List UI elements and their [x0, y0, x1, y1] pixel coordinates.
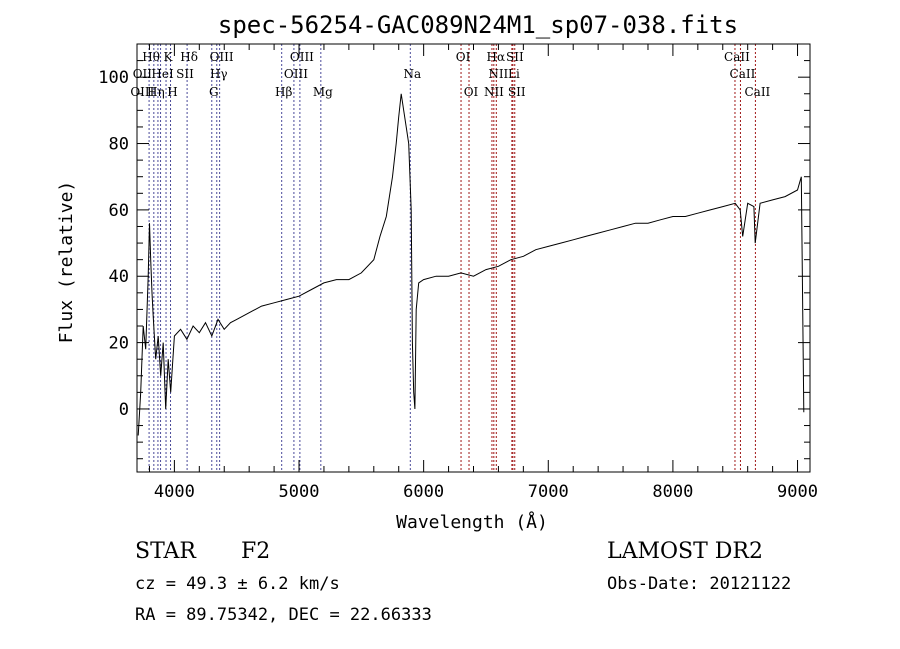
line-label-9: OII	[133, 67, 153, 81]
survey-name: LAMOST DR2	[607, 539, 763, 564]
line-label-3: OIII	[210, 50, 234, 64]
coordinates: RA = 89.75342, DEC = 22.66333	[135, 605, 432, 625]
line-label-19: Hη	[147, 85, 165, 99]
line-label-12: Hγ	[210, 67, 228, 81]
object-subclass: F2	[241, 539, 270, 564]
x-tick-label-5000: 5000	[279, 482, 320, 502]
x-tick-label-7000: 7000	[528, 482, 569, 502]
line-label-8: CaII	[724, 50, 750, 64]
line-label-15: NII	[488, 67, 508, 81]
x-axis: 4000 5000 6000 7000 8000 9000	[148, 44, 818, 502]
line-label-20: H	[167, 85, 177, 99]
y-tick-label-20: 20	[109, 334, 129, 354]
line-label-0: Hθ	[142, 50, 160, 64]
line-label-4: OIII	[290, 50, 314, 64]
object-class: STAR	[135, 539, 197, 564]
line-label-6: Hα	[487, 50, 506, 64]
spectral-line-markers	[148, 44, 756, 472]
spectrum-series-line	[137, 93, 805, 436]
line-label-11: SII	[176, 67, 194, 81]
line-label-17: CaII	[730, 67, 756, 81]
line-label-2: Hδ	[180, 50, 198, 64]
x-axis-label: Wavelength (Å)	[396, 511, 548, 533]
line-label-7: SII	[506, 50, 524, 64]
plot-frame	[136, 43, 811, 473]
line-label-10: HeI	[151, 67, 174, 81]
line-label-24: OI	[464, 85, 479, 99]
y-axis-label: Flux (relative)	[56, 181, 77, 344]
y-tick-label-80: 80	[109, 135, 129, 155]
y-tick-label-100: 100	[98, 68, 129, 88]
line-label-16: Li	[508, 67, 520, 81]
y-axis: 0 20 40 60 80 100	[98, 43, 810, 460]
x-tick-label-9000: 9000	[777, 482, 818, 502]
y-tick-label-40: 40	[109, 267, 129, 287]
line-label-26: SII	[508, 85, 526, 99]
x-tick-label-4000: 4000	[154, 482, 195, 502]
line-label-23: Mg	[313, 85, 333, 99]
y-tick-label-60: 60	[109, 201, 129, 221]
line-label-14: Na	[403, 67, 421, 81]
chart-title: spec-56254-GAC089N24M1_sp07-038.fits	[218, 11, 738, 39]
line-label-21: G	[209, 85, 219, 99]
line-label-1: K	[164, 50, 174, 64]
x-tick-label-6000: 6000	[403, 482, 444, 502]
line-label-18: OIII	[130, 85, 154, 99]
line-label-5: OI	[456, 50, 471, 64]
line-label-25: NII	[484, 85, 504, 99]
line-label-27: CaII	[744, 85, 770, 99]
line-label-22: Hβ	[275, 85, 292, 99]
redshift-cz: cz = 49.3 ± 6.2 km/s	[135, 574, 340, 594]
x-tick-label-8000: 8000	[652, 482, 693, 502]
y-tick-label-0: 0	[119, 400, 129, 420]
observation-date: Obs-Date: 20121122	[607, 574, 791, 594]
line-label-13: OIII	[284, 67, 308, 81]
